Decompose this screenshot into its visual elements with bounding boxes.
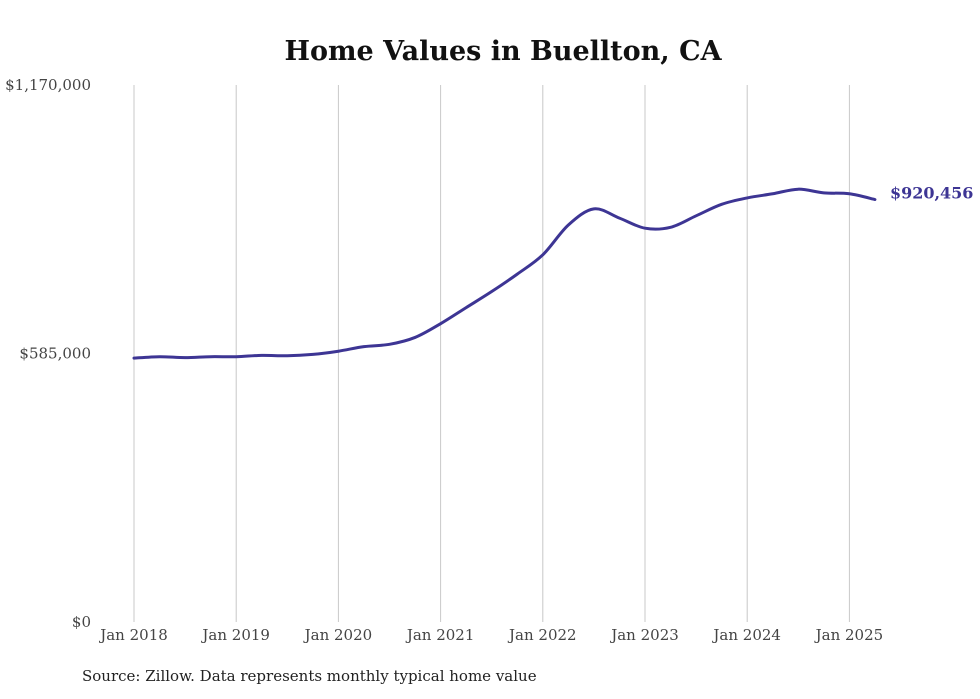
source-note: Source: Zillow. Data represents monthly … xyxy=(82,667,537,685)
x-tick-label: Jan 2025 xyxy=(814,626,884,644)
gridlines xyxy=(133,85,850,622)
x-tick-label: Jan 2024 xyxy=(711,626,781,644)
y-axis-ticks: $0 $585,000 $1,170,000 xyxy=(5,76,91,631)
chart: Home Values in Buellton, CA $0 $585,000 $1… xyxy=(5,36,974,644)
y-tick-label: $0 xyxy=(72,613,91,631)
x-tick-label: Jan 2019 xyxy=(200,626,270,644)
x-tick-label: Jan 2023 xyxy=(609,626,679,644)
home-value-line xyxy=(132,187,877,360)
x-tick-label: Jan 2022 xyxy=(507,626,577,644)
x-tick-label: Jan 2020 xyxy=(303,626,373,644)
x-axis-ticks: Jan 2018 Jan 2019 Jan 2020 Jan 2021 Jan 2022… xyxy=(98,626,883,644)
end-value-label: $920,456 xyxy=(890,184,974,203)
chart-title: Home Values in Buellton, CA xyxy=(284,36,722,67)
y-tick-label: $1,170,000 xyxy=(5,76,91,94)
x-tick-label: Jan 2018 xyxy=(98,626,168,644)
x-tick-label: Jan 2021 xyxy=(405,626,475,644)
y-tick-label: $585,000 xyxy=(19,345,91,363)
